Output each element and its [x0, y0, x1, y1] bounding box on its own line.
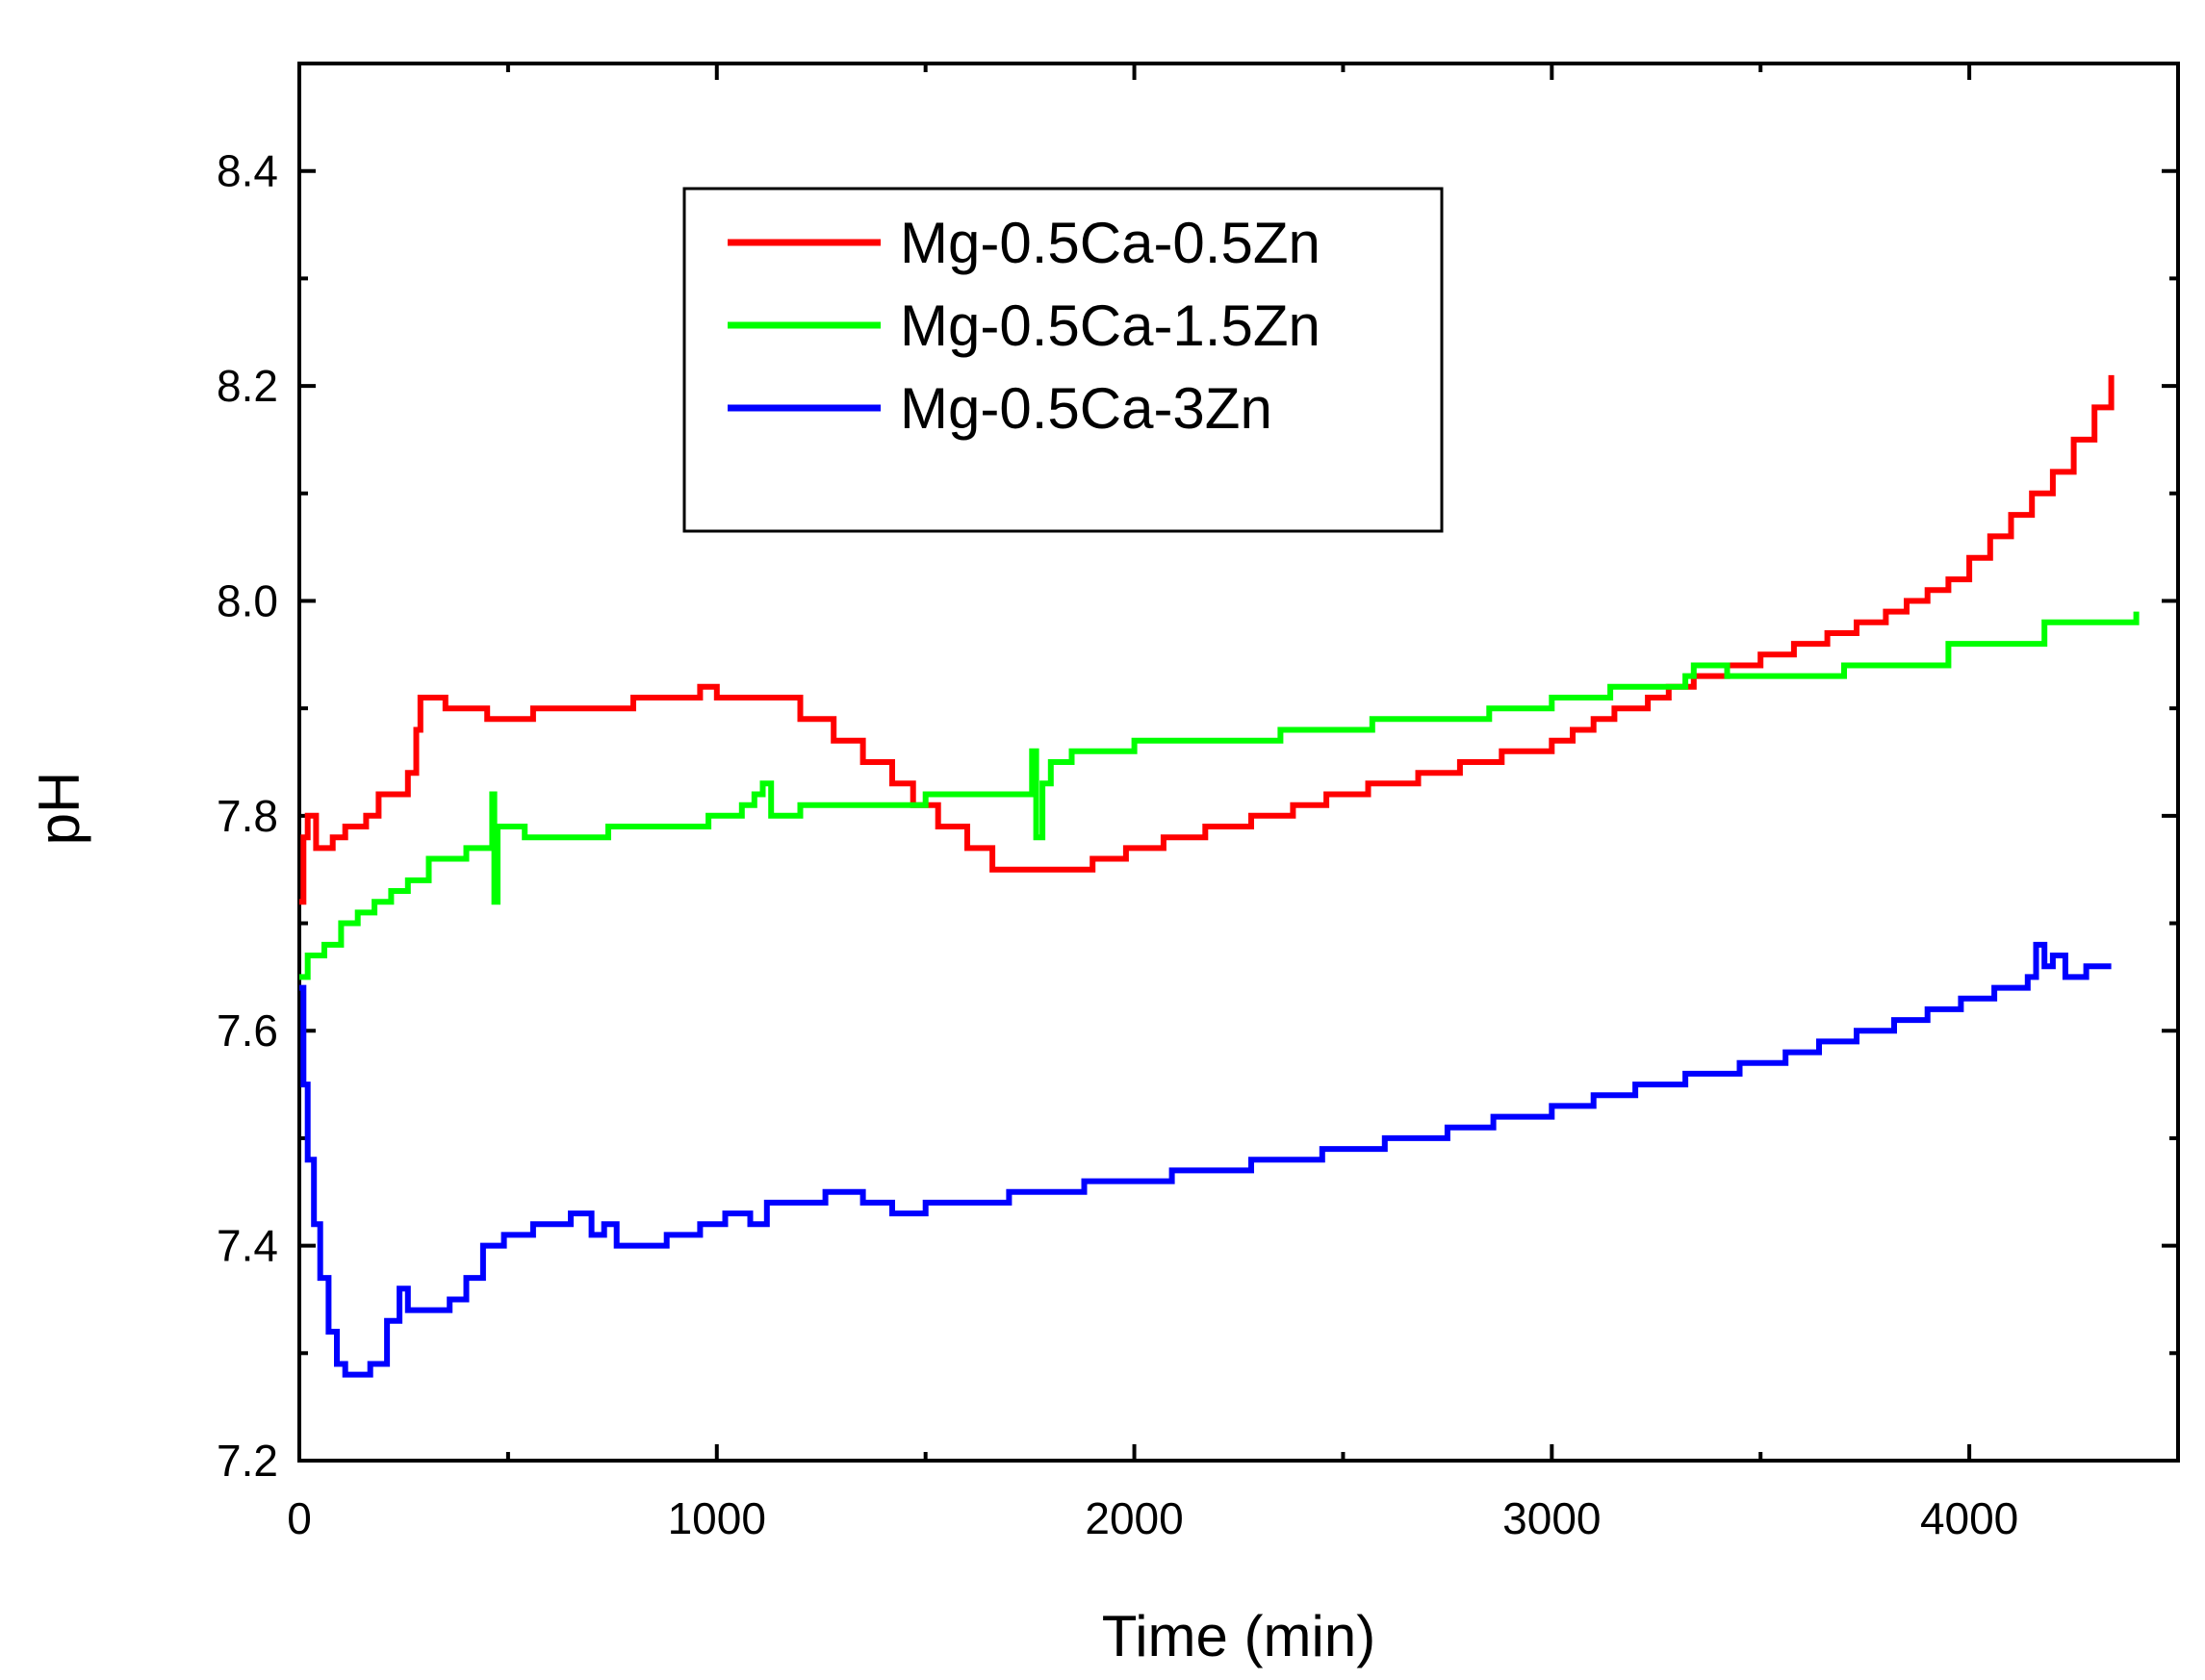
y-tick-labels: 7.2 7.4 7.6 7.8 8.0 8.2 8.4 [217, 146, 278, 1486]
series-line-mg-0-5ca-0-5zn [299, 374, 2115, 905]
legend: Mg-0.5Ca-0.5Zn Mg-0.5Ca-1.5Zn Mg-0.5Ca-3… [682, 187, 1444, 533]
y-tick-label: 8.2 [217, 361, 278, 411]
x-tick-labels: 0 1000 2000 3000 4000 [287, 1493, 2018, 1543]
axis-ticks [297, 64, 2178, 1463]
legend-label-mg-0-5ca-3zn: Mg-0.5Ca-3Zn [900, 376, 1272, 441]
data-series [299, 374, 2140, 1378]
y-tick-label: 7.2 [217, 1436, 278, 1486]
y-tick-label: 7.6 [217, 1005, 278, 1056]
series-line-mg-0-5ca-3zn [299, 941, 2112, 1378]
x-tick-label: 2000 [1085, 1493, 1183, 1543]
series-line-mg-0-5ca-1-5zn [299, 611, 2140, 980]
y-tick-label: 8.0 [217, 575, 278, 625]
x-tick-label: 3000 [1502, 1493, 1601, 1543]
y-tick-label: 7.8 [217, 791, 278, 841]
legend-label-mg-0-5ca-0-5zn: Mg-0.5Ca-0.5Zn [900, 211, 1320, 275]
y-tick-label: 7.4 [217, 1221, 278, 1271]
y-axis-title: pH [27, 772, 91, 846]
x-tick-label: 4000 [1920, 1493, 2018, 1543]
plot-frame [297, 62, 2180, 1463]
y-tick-label: 8.4 [217, 146, 278, 196]
x-axis-title: Time (min) [1102, 1604, 1375, 1668]
x-tick-label: 0 [287, 1493, 312, 1543]
x-tick-label: 1000 [668, 1493, 766, 1543]
legend-label-mg-0-5ca-1-5zn: Mg-0.5Ca-1.5Zn [900, 293, 1320, 358]
